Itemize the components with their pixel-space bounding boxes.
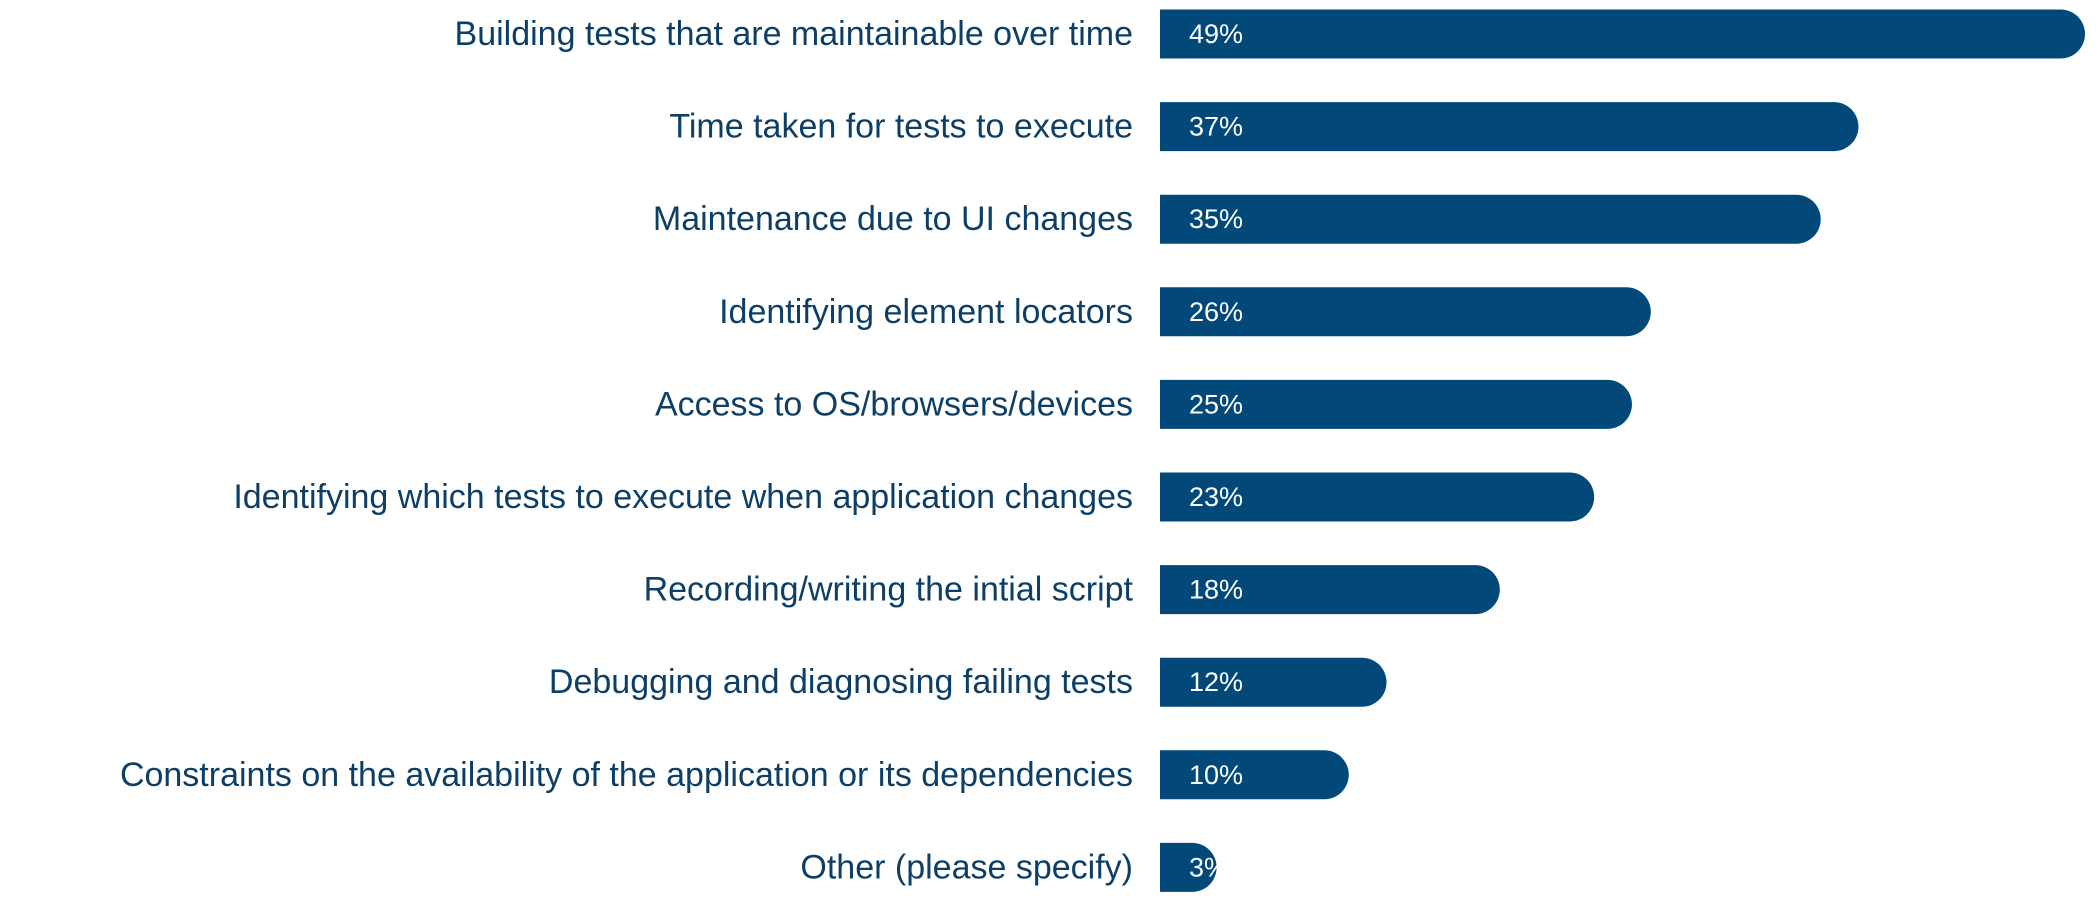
category-label: Constraints on the availability of the a… (120, 756, 1133, 794)
bar (1160, 9, 2085, 59)
value-label: 35% (1189, 204, 1243, 234)
bar (1160, 842, 1217, 892)
value-label: 49% (1189, 19, 1243, 49)
bar (1160, 287, 1651, 337)
category-label: Identifying which tests to execute when … (233, 478, 1133, 516)
category-label: Recording/writing the intial script (644, 571, 1134, 609)
category-labels: Building tests that are maintainable ove… (120, 15, 1134, 886)
bar (1160, 379, 1632, 429)
bar (1160, 750, 1349, 800)
value-label: 18% (1189, 575, 1243, 605)
value-label: 12% (1189, 667, 1243, 697)
bars (1160, 9, 2085, 892)
category-label: Maintenance due to UI changes (653, 200, 1133, 238)
value-label: 25% (1189, 389, 1243, 419)
category-label: Other (please specify) (800, 848, 1133, 886)
value-label: 37% (1189, 112, 1243, 142)
category-label: Identifying element locators (719, 293, 1133, 331)
category-label: Debugging and diagnosing failing tests (549, 663, 1133, 701)
bar (1160, 565, 1500, 615)
category-label: Access to OS/browsers/devices (655, 385, 1133, 423)
value-label: 10% (1189, 760, 1243, 790)
value-label: 3% (1189, 852, 1228, 882)
bar (1160, 472, 1595, 522)
bar (1160, 657, 1387, 707)
value-label: 26% (1189, 297, 1243, 327)
bar (1160, 194, 1821, 244)
category-label: Time taken for tests to execute (669, 108, 1133, 146)
category-label: Building tests that are maintainable ove… (455, 15, 1133, 53)
value-labels: 49% 37% 35% 26% 25% 23% 18% 12% 10% 3% (1189, 19, 1243, 882)
bar (1160, 102, 1859, 152)
value-label: 23% (1189, 482, 1243, 512)
